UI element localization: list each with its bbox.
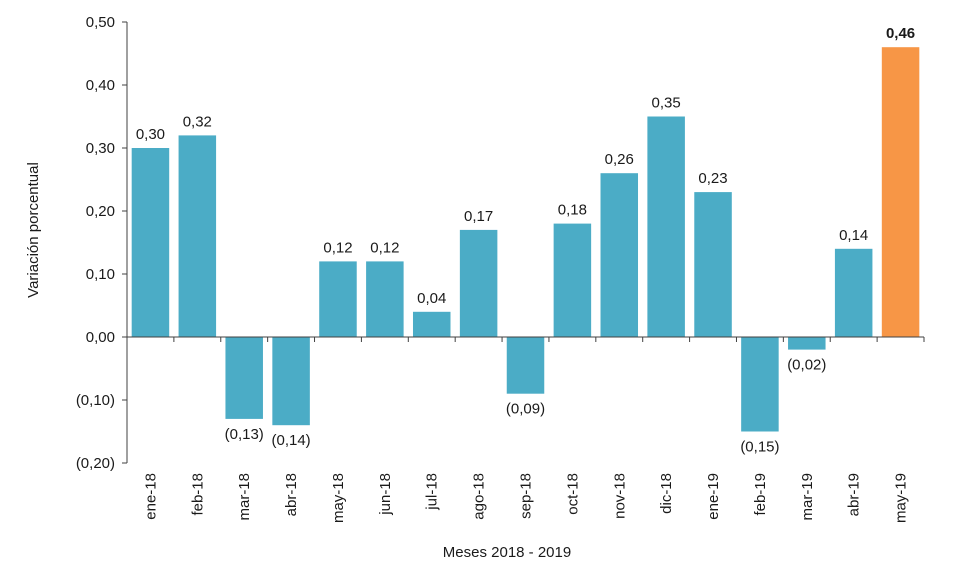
- x-tick-label-feb-19: feb-19: [752, 473, 769, 516]
- y-axis-title: Variación porcentual: [25, 162, 42, 298]
- x-tick-label-may-18: may-18: [330, 473, 347, 523]
- value-label-dic-18: 0,35: [652, 95, 681, 112]
- bar-ago-18: [459, 229, 498, 337]
- value-label-sep-18: (0,09): [506, 401, 545, 418]
- value-label-ene-19: 0,23: [698, 170, 727, 187]
- bar-sep-18: [506, 337, 545, 394]
- y-tick-label: 0,30: [86, 140, 115, 157]
- x-tick-label-ene-19: ene-19: [705, 473, 722, 520]
- x-tick-label-dic-18: dic-18: [658, 473, 675, 514]
- bar-oct-18: [553, 223, 592, 337]
- value-label-abr-18: (0,14): [271, 432, 310, 449]
- x-tick-label-jun-18: jun-18: [377, 473, 394, 516]
- value-label-abr-19: 0,14: [839, 227, 868, 244]
- x-tick-label-may-19: may-19: [893, 473, 910, 523]
- x-tick-label-sep-18: sep-18: [518, 473, 535, 519]
- x-tick-label-abr-18: abr-18: [283, 473, 300, 516]
- bar-mar-19: [788, 337, 826, 350]
- value-label-mar-19: (0,02): [787, 357, 826, 374]
- bar-nov-18: [600, 173, 639, 337]
- value-label-oct-18: 0,18: [558, 202, 587, 219]
- value-label-mar-18: (0,13): [225, 426, 264, 443]
- value-label-may-18: 0,12: [323, 239, 352, 256]
- x-tick-label-ago-18: ago-18: [471, 473, 488, 520]
- bar-may-18: [319, 261, 357, 337]
- y-tick-label: (0,20): [76, 455, 115, 472]
- value-label-ene-18: 0,30: [136, 126, 165, 143]
- bar-mar-18: [225, 337, 263, 419]
- x-tick-label-nov-18: nov-18: [611, 473, 628, 519]
- bar-abr-18: [272, 337, 310, 426]
- y-tick-label: 0,40: [86, 77, 115, 94]
- bar-abr-19: [834, 248, 873, 337]
- labels: 0,30 0,32 (0,13) (0,14) 0,12 0,12 0,04 0,17 (0,0…: [76, 14, 915, 523]
- x-axis-title: Meses 2018 - 2019: [443, 544, 571, 561]
- x-tick-label-oct-18: oct-18: [564, 473, 581, 515]
- axes: [122, 21, 925, 464]
- x-tick-label-mar-19: mar-19: [799, 473, 816, 521]
- x-tick-label-mar-18: mar-18: [236, 473, 253, 521]
- bar-jul-18: [412, 311, 451, 337]
- bar-may-19: [881, 47, 920, 337]
- bar-ene-19: [694, 192, 732, 337]
- y-tick-label: (0,10): [76, 392, 115, 409]
- y-tick-label: 0,50: [86, 14, 115, 31]
- bar-feb-19: [741, 337, 779, 432]
- y-tick-label: 0,00: [86, 329, 115, 346]
- value-label-ago-18: 0,17: [464, 208, 493, 225]
- bar-ene-18: [131, 148, 170, 337]
- bars: [131, 47, 920, 432]
- y-tick-label: 0,10: [86, 266, 115, 283]
- bar-dic-18: [647, 116, 685, 337]
- y-tick-label: 0,20: [86, 203, 115, 220]
- value-label-jul-18: 0,04: [417, 290, 446, 307]
- x-tick-label-ene-18: ene-18: [142, 473, 159, 520]
- value-label-may-19: 0,46: [886, 25, 915, 42]
- bar-feb-18: [178, 135, 217, 337]
- value-label-nov-18: 0,26: [605, 151, 634, 168]
- bar-jun-18: [366, 261, 404, 337]
- value-label-jun-18: 0,12: [370, 239, 399, 256]
- x-tick-label-feb-18: feb-18: [189, 473, 206, 516]
- value-label-feb-19: (0,15): [740, 439, 779, 456]
- x-tick-label-jul-18: jul-18: [424, 473, 441, 511]
- value-label-feb-18: 0,32: [183, 113, 212, 130]
- x-tick-label-abr-19: abr-19: [846, 473, 863, 516]
